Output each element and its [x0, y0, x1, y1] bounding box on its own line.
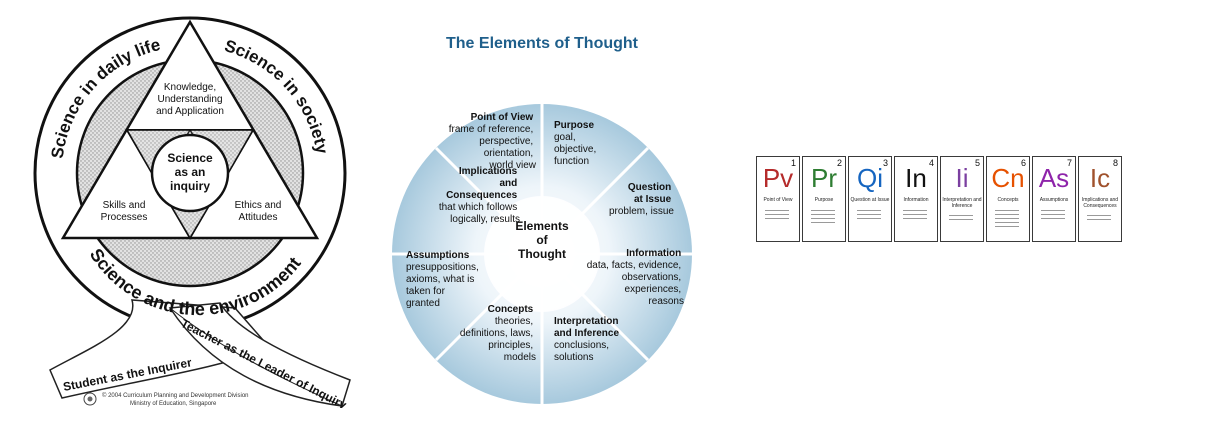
tile-concepts: 6 Cn Concepts — [986, 156, 1030, 242]
tile-number: 5 — [974, 158, 980, 168]
tile-point-of-view: 1 Pv Point of View — [756, 156, 800, 242]
segment-point-of-view: Point of View frame of reference, perspe… — [449, 112, 537, 171]
tile-number: 1 — [790, 158, 796, 168]
tile-bullets — [811, 210, 835, 226]
ministry-seal — [83, 392, 97, 406]
ribbons — [49, 299, 351, 407]
tile-symbol: Cn — [991, 163, 1025, 193]
tile-implications-consequences: 8 Ic Implications and Consequences — [1078, 156, 1122, 242]
tile-bullets — [949, 215, 973, 223]
tile-symbol: Ii — [955, 163, 969, 193]
tile-bullets — [1087, 215, 1111, 223]
science-framework-svg: Science in daily life Science in society… — [33, 16, 351, 412]
wheel-title: The Elements of Thought — [446, 35, 639, 52]
tile-number: 2 — [836, 158, 842, 168]
segment-assumptions: Assumptions presuppositions, axioms, wha… — [406, 250, 482, 309]
corner-ethics-label: Ethics and Attitudes — [235, 200, 282, 223]
segment-information: Information data, facts, evidence, obser… — [587, 248, 684, 307]
center-inquiry-label: Science as an inquiry — [167, 151, 213, 193]
tile-name: Assumptions — [1039, 197, 1069, 203]
segment-concepts: Concepts theories, definitions, laws, pr… — [460, 304, 536, 363]
credit-line-2: Ministry of Education, Singapore — [130, 401, 217, 407]
corner-knowledge-label: Knowledge, Understanding and Application — [156, 82, 224, 117]
elements-of-thought-wheel: The Elements of Thought Elements of Though… — [392, 22, 692, 442]
tile-name: Information — [903, 197, 929, 203]
wheel-center-label: Elements of Thought — [515, 219, 569, 261]
tile-number: 4 — [928, 158, 934, 168]
tile-number: 3 — [882, 158, 888, 168]
science-framework-diagram: Science in daily life Science in society… — [20, 8, 360, 412]
elements-periodic-table: 1 Pv Point of View 2 Pr Purpose 3 Qi Que… — [756, 156, 1130, 246]
tile-interpretation-inference: 5 Ii Interpretation and Inference — [940, 156, 984, 242]
tile-number: 6 — [1020, 158, 1026, 168]
tile-bullets — [765, 210, 789, 222]
tile-name: Purpose — [814, 197, 834, 203]
credit-line-1: © 2004 Curriculum Planning and Developme… — [102, 392, 249, 399]
tile-symbol: Qi — [857, 163, 883, 193]
tile-bullets — [857, 210, 881, 222]
tile-assumptions: 7 As Assumptions — [1032, 156, 1076, 242]
segment-purpose: Purpose goal, objective, function — [554, 120, 599, 167]
tile-symbol: Ic — [1089, 163, 1111, 193]
tile-name: Point of View — [763, 197, 793, 203]
segment-interpretation: Interpretation and Inference conclusions… — [554, 316, 622, 363]
tile-information: 4 In Information — [894, 156, 938, 242]
tile-number: 7 — [1066, 158, 1072, 168]
tile-name: Interpretation and Inference — [942, 197, 982, 209]
tile-name: Implications and Consequences — [1081, 197, 1119, 209]
segment-implications: Implications and Consequences that which… — [439, 166, 520, 225]
corner-skills-label: Skills and Processes — [101, 200, 148, 223]
tile-name: Concepts — [997, 197, 1019, 203]
tile-purpose: 2 Pr Purpose — [802, 156, 846, 242]
elements-wheel-svg: The Elements of Thought Elements of Though… — [392, 35, 692, 404]
tile-symbol: Pv — [762, 163, 794, 193]
wheel-center-disc — [484, 196, 600, 312]
tile-number: 8 — [1112, 158, 1118, 168]
tile-symbol: As — [1038, 163, 1070, 193]
tile-bullets — [903, 210, 927, 222]
segment-question-at-issue: Question at Issue problem, issue — [609, 182, 674, 217]
tile-bullets — [1041, 210, 1065, 222]
tile-name: Question at Issue — [850, 197, 890, 203]
tile-bullets — [995, 210, 1019, 229]
center-circle — [150, 133, 230, 213]
tile-symbol: In — [905, 163, 927, 193]
tile-question-at-issue: 3 Qi Question at Issue — [848, 156, 892, 242]
tile-symbol: Pr — [811, 163, 837, 193]
